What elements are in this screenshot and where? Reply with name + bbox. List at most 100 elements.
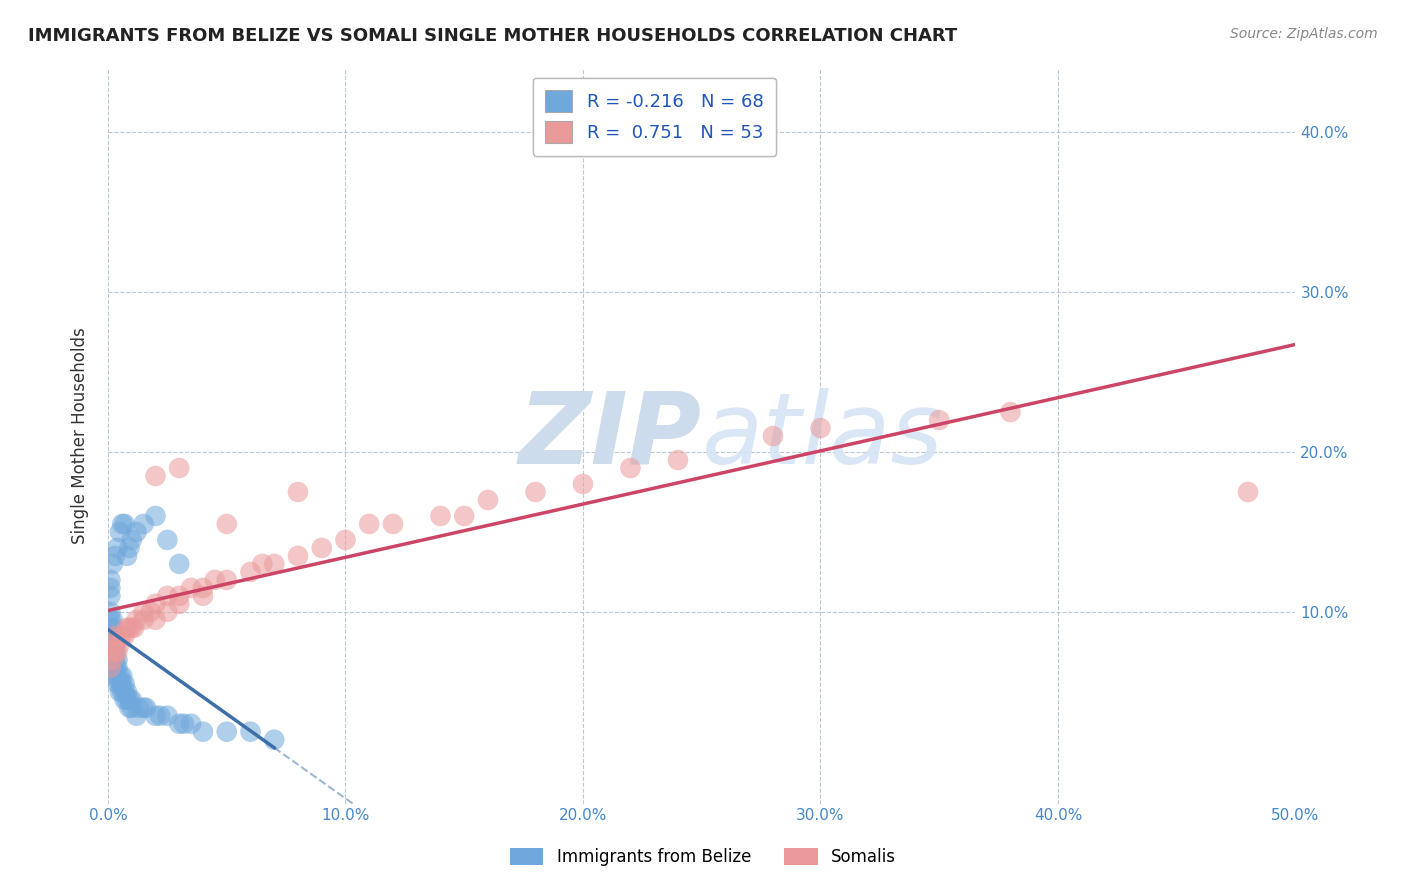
Point — [287, 485, 309, 500]
Point — [335, 533, 357, 547]
Point — [156, 708, 179, 723]
Y-axis label: Single Mother Households: Single Mother Households — [72, 327, 89, 544]
Point — [101, 621, 124, 635]
Point — [98, 637, 121, 651]
Point — [107, 669, 129, 683]
Point — [104, 637, 127, 651]
Point — [619, 461, 641, 475]
Point — [139, 605, 162, 619]
Point — [156, 605, 179, 619]
Point — [104, 629, 127, 643]
Point — [114, 629, 136, 643]
Point — [132, 605, 155, 619]
Point — [453, 508, 475, 523]
Point — [107, 653, 129, 667]
Point — [810, 421, 832, 435]
Point — [101, 661, 124, 675]
Point — [98, 589, 121, 603]
Point — [156, 533, 179, 547]
Point — [215, 724, 238, 739]
Point — [121, 533, 143, 547]
Point — [167, 589, 190, 603]
Point — [215, 573, 238, 587]
Point — [111, 677, 134, 691]
Point — [108, 637, 131, 651]
Point — [382, 516, 405, 531]
Text: Source: ZipAtlas.com: Source: ZipAtlas.com — [1230, 27, 1378, 41]
Text: ZIP: ZIP — [519, 387, 702, 484]
Point — [191, 581, 214, 595]
Point — [104, 661, 127, 675]
Point — [132, 700, 155, 714]
Point — [111, 629, 134, 643]
Point — [98, 573, 121, 587]
Point — [101, 629, 124, 643]
Legend: Immigrants from Belize, Somalis: Immigrants from Belize, Somalis — [502, 840, 904, 875]
Point — [122, 621, 145, 635]
Point — [180, 716, 202, 731]
Point — [429, 508, 451, 523]
Point — [107, 677, 129, 691]
Point — [121, 700, 143, 714]
Point — [1000, 405, 1022, 419]
Point — [167, 597, 190, 611]
Point — [149, 708, 172, 723]
Point — [128, 700, 150, 714]
Point — [572, 477, 595, 491]
Point — [111, 685, 134, 699]
Point — [104, 549, 127, 563]
Point — [118, 700, 141, 714]
Point — [263, 557, 285, 571]
Point — [359, 516, 381, 531]
Point — [762, 429, 785, 443]
Point — [239, 565, 262, 579]
Point — [101, 557, 124, 571]
Point — [101, 613, 124, 627]
Point — [125, 524, 148, 539]
Point — [167, 461, 190, 475]
Point — [135, 700, 157, 714]
Point — [167, 716, 190, 731]
Point — [98, 645, 121, 659]
Point — [125, 708, 148, 723]
Point — [145, 613, 167, 627]
Point — [145, 469, 167, 483]
Point — [108, 524, 131, 539]
Point — [107, 645, 129, 659]
Point — [107, 541, 129, 555]
Point — [101, 645, 124, 659]
Point — [311, 541, 333, 555]
Point — [180, 581, 202, 595]
Point — [104, 653, 127, 667]
Point — [239, 724, 262, 739]
Point — [98, 605, 121, 619]
Point — [104, 645, 127, 659]
Point — [118, 621, 141, 635]
Point — [114, 677, 136, 691]
Point — [115, 685, 138, 699]
Point — [114, 692, 136, 706]
Point — [98, 645, 121, 659]
Point — [477, 493, 499, 508]
Point — [173, 716, 195, 731]
Point — [191, 589, 214, 603]
Point — [104, 645, 127, 659]
Text: IMMIGRANTS FROM BELIZE VS SOMALI SINGLE MOTHER HOUSEHOLDS CORRELATION CHART: IMMIGRANTS FROM BELIZE VS SOMALI SINGLE … — [28, 27, 957, 45]
Point — [98, 661, 121, 675]
Point — [118, 541, 141, 555]
Point — [104, 669, 127, 683]
Point — [145, 708, 167, 723]
Point — [156, 589, 179, 603]
Point — [263, 732, 285, 747]
Point — [108, 685, 131, 699]
Point — [101, 653, 124, 667]
Point — [121, 621, 143, 635]
Point — [287, 549, 309, 563]
Point — [115, 621, 138, 635]
Point — [101, 637, 124, 651]
Point — [98, 621, 121, 635]
Point — [115, 692, 138, 706]
Point — [1237, 485, 1260, 500]
Point — [98, 581, 121, 595]
Point — [107, 661, 129, 675]
